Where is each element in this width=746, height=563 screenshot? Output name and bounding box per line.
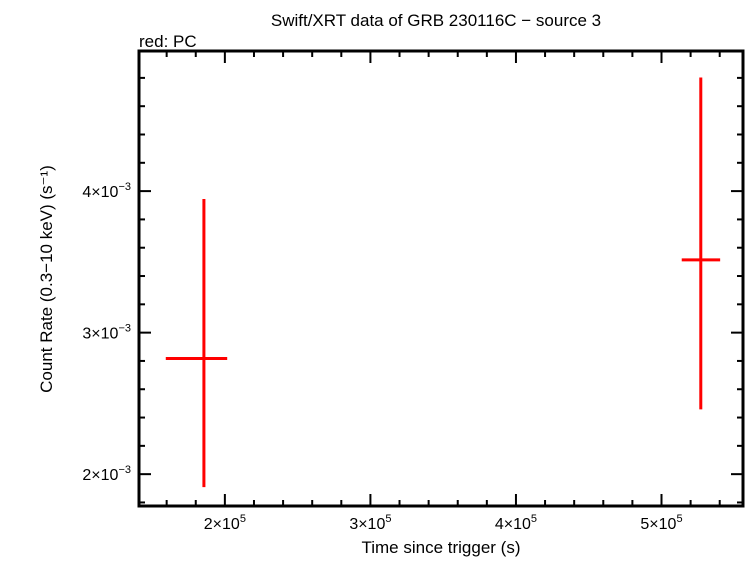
y-tick-exponent: −3 (118, 181, 131, 193)
x-tick-exponent: 5 (531, 513, 537, 525)
chart-title: Swift/XRT data of GRB 230116C − source 3 (271, 11, 601, 30)
x-tick-exponent: 5 (676, 513, 682, 525)
y-tick-label: 4×10−3 (82, 181, 131, 201)
plot-frame (137, 49, 745, 508)
y-tick-exponent: −3 (118, 323, 131, 335)
chart-subtitle: red: PC (139, 32, 197, 51)
y-tick-label: 2×10−3 (82, 464, 131, 484)
y-axis-label: Count Rate (0.3−10 keV) (s⁻¹) (37, 165, 56, 393)
x-tick-label: 5×105 (640, 513, 682, 533)
x-tick-label: 2×105 (204, 513, 246, 533)
x-axis-label: Time since trigger (s) (361, 538, 520, 557)
x-tick-exponent: 5 (385, 513, 391, 525)
x-tick-label: 3×105 (349, 513, 391, 533)
x-tick-exponent: 5 (240, 513, 246, 525)
y-tick-label: 3×10−3 (82, 323, 131, 343)
y-tick-exponent: −3 (118, 464, 131, 476)
x-tick-label: 4×105 (495, 513, 537, 533)
